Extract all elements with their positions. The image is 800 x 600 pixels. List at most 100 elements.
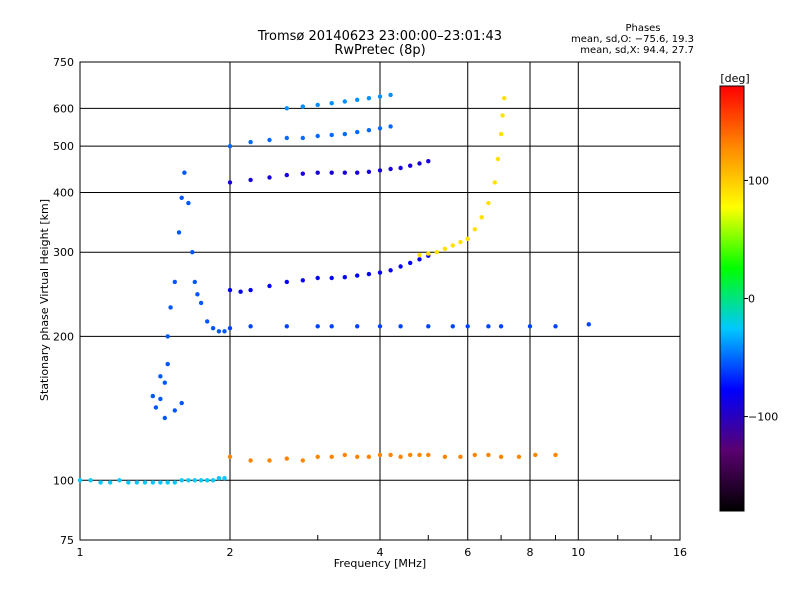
- data-point: [165, 480, 170, 485]
- data-point: [198, 300, 204, 306]
- data-point: [434, 250, 439, 255]
- x-axis-label: Frequency [MHz]: [334, 557, 426, 570]
- data-point: [329, 170, 334, 175]
- data-point: [248, 458, 253, 463]
- data-point: [366, 454, 372, 459]
- data-point: [190, 250, 195, 255]
- data-point: [329, 454, 334, 459]
- y-tick-label: 200: [53, 330, 74, 343]
- data-point: [553, 452, 558, 458]
- data-point: [172, 480, 177, 485]
- data-point: [238, 289, 243, 294]
- data-point: [388, 166, 393, 172]
- data-point: [176, 230, 182, 235]
- x-tick-label: 8: [527, 546, 534, 559]
- data-point: [77, 478, 83, 483]
- x-tick-label: 2: [227, 546, 234, 559]
- y-axis-label: Stationary phase Virtual Height [km]: [38, 199, 51, 401]
- data-point: [222, 476, 227, 481]
- colorbar-tick-label: 0: [748, 293, 755, 306]
- data-point: [398, 165, 403, 171]
- data-point: [492, 180, 497, 185]
- colorbar-tick-label: −100: [748, 411, 778, 424]
- data-point: [248, 139, 253, 145]
- data-point: [377, 168, 383, 173]
- data-point: [153, 405, 159, 410]
- data-point: [442, 454, 448, 459]
- data-point: [300, 135, 305, 141]
- data-point: [198, 478, 204, 483]
- data-point: [355, 454, 360, 459]
- data-point: [388, 268, 393, 273]
- data-point: [479, 215, 484, 220]
- data-point: [366, 271, 372, 277]
- data-point: [498, 131, 504, 137]
- y-tick-label: 75: [60, 534, 74, 547]
- data-point: [486, 452, 491, 458]
- data-point: [426, 159, 431, 164]
- data-point: [377, 126, 383, 131]
- data-point: [342, 99, 347, 104]
- data-point: [355, 273, 360, 278]
- data-point: [388, 92, 393, 98]
- data-point: [248, 177, 253, 183]
- data-point: [329, 275, 334, 281]
- data-point: [222, 329, 227, 334]
- data-point: [355, 170, 360, 175]
- data-point: [117, 478, 122, 483]
- data-point: [182, 170, 187, 175]
- data-point: [205, 478, 210, 483]
- data-point: [533, 452, 538, 458]
- colorbar-label: [deg]: [720, 72, 749, 85]
- y-tick-label: 750: [53, 56, 74, 69]
- chart-title: Tromsø 20140623 23:00:00–23:01:43: [257, 29, 502, 44]
- data-point: [186, 478, 191, 483]
- data-point: [408, 452, 413, 458]
- data-point: [179, 478, 184, 483]
- data-point: [227, 326, 233, 331]
- data-point: [329, 132, 334, 138]
- data-point: [486, 324, 491, 329]
- x-tick-label: 10: [571, 546, 585, 559]
- data-point: [426, 251, 431, 256]
- data-point: [516, 454, 522, 459]
- data-point: [162, 380, 167, 385]
- data-point: [227, 180, 233, 185]
- data-point: [192, 478, 197, 483]
- x-tick-label: 4: [377, 546, 384, 559]
- data-point: [315, 133, 320, 139]
- data-point: [586, 322, 591, 327]
- data-point: [98, 480, 103, 485]
- data-point: [284, 172, 289, 178]
- phase-stats-x: mean, sd,X: 94.4, 27.7: [580, 45, 694, 56]
- data-point: [377, 452, 383, 458]
- data-point: [498, 324, 504, 329]
- data-point: [417, 252, 422, 258]
- data-point: [126, 480, 131, 485]
- data-point: [450, 243, 455, 248]
- data-point: [342, 275, 347, 280]
- data-point: [388, 452, 393, 458]
- data-point: [284, 279, 289, 285]
- data-point: [284, 324, 289, 329]
- data-point: [142, 480, 148, 485]
- data-point: [284, 456, 289, 461]
- data-point: [398, 454, 403, 459]
- data-point: [366, 169, 372, 174]
- data-point: [355, 129, 360, 135]
- y-tick-label: 100: [53, 474, 74, 487]
- x-tick-label: 6: [464, 546, 471, 559]
- data-point: [553, 324, 558, 329]
- data-point: [366, 128, 372, 133]
- data-point: [172, 408, 177, 413]
- data-point: [315, 102, 320, 108]
- data-point: [417, 452, 422, 458]
- data-point: [227, 454, 233, 459]
- data-point: [186, 200, 191, 206]
- data-point: [150, 393, 155, 399]
- data-point: [342, 452, 347, 458]
- data-point: [377, 94, 383, 99]
- phase-stats-heading: Phases: [625, 23, 660, 34]
- data-point: [408, 260, 413, 266]
- data-point: [408, 163, 413, 168]
